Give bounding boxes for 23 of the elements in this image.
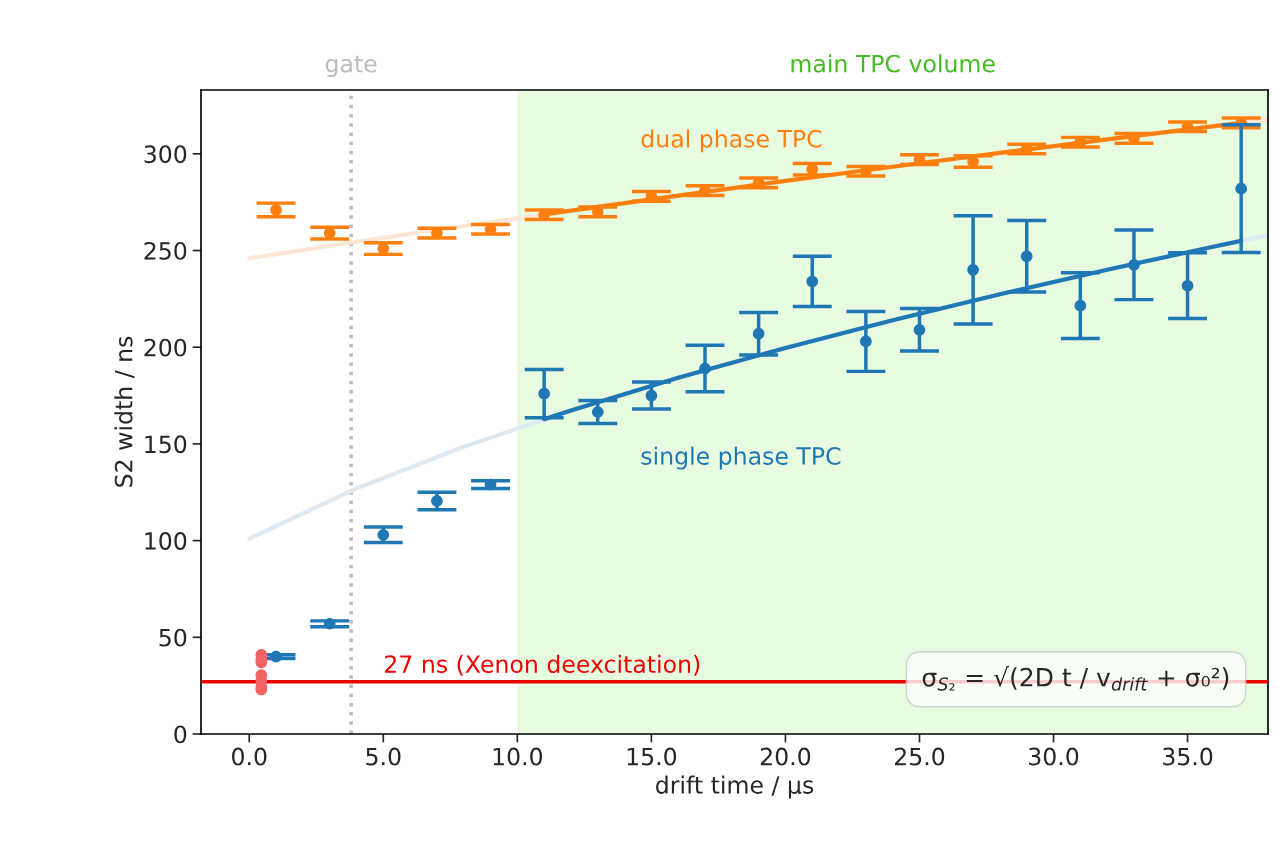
band-label: main TPC volume — [791, 54, 995, 73]
y-tick-label: 50 — [159, 628, 187, 647]
y-tick-label: 250 — [144, 241, 187, 260]
x-tick-label: 25.0 — [894, 747, 945, 766]
x-tick-label: 10.0 — [493, 747, 543, 766]
y-tick-label: 200 — [144, 338, 187, 357]
series-label: single phase TPC — [641, 446, 841, 470]
ref-line-label: 27 ns (Xenon deexcitation) — [385, 654, 700, 676]
ref-line-label: gate — [325, 55, 377, 78]
x-tick-label: 0.0 — [232, 747, 267, 766]
y-axis-title: S2 width / ns — [114, 336, 135, 487]
x-axis-title: drift time / µs — [656, 775, 814, 799]
y-tick-label: 0 — [174, 725, 187, 744]
y-tick-label: 300 — [144, 145, 187, 164]
x-tick-label: 30.0 — [1029, 747, 1079, 766]
y-tick-label: 150 — [145, 435, 187, 454]
x-tick-label: 20.0 — [760, 747, 811, 766]
x-tick-label: 35.0 — [1163, 747, 1213, 766]
x-tick-label: 5.0 — [366, 747, 401, 766]
annotation: σ$_{S₂}$ = √(2D t / v$_{drift}$ + σ₀²) — [922, 666, 1229, 691]
y-tick-label: 100 — [145, 532, 187, 550]
series-label: dual phase TPC — [641, 129, 822, 153]
x-tick-label: 15.0 — [627, 747, 677, 766]
